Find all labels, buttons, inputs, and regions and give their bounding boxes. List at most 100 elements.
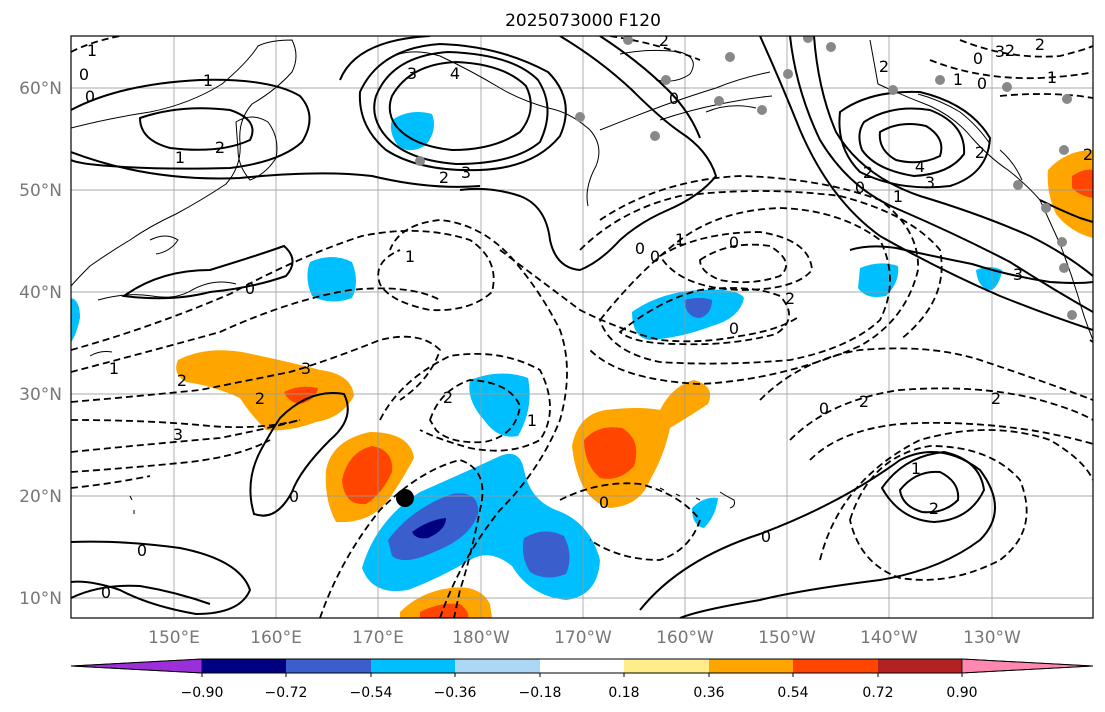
gridlines xyxy=(71,36,1093,618)
contour-label: 1 xyxy=(527,411,537,430)
contour-label: 4 xyxy=(915,157,925,176)
contour-label: 1 xyxy=(953,70,963,89)
lon-label: 150°W xyxy=(758,628,816,648)
station-dot xyxy=(1059,263,1069,273)
colorbar-tick-label: 0.90 xyxy=(946,685,977,701)
contour-label: 0 xyxy=(79,65,89,84)
station-dot xyxy=(725,52,735,62)
lon-label: 160°W xyxy=(656,628,714,648)
contour-label: 2 xyxy=(863,163,873,182)
station-dot xyxy=(826,42,836,52)
contour-label: 4 xyxy=(450,64,460,83)
contour-label: 0 xyxy=(669,89,679,108)
contour-label: 1 xyxy=(87,41,97,60)
contour-label: 2 xyxy=(785,289,795,308)
station-dot xyxy=(783,69,793,79)
lon-label: 170°W xyxy=(554,628,612,648)
contour-label: 3 xyxy=(995,42,1005,61)
contour-label: 2 xyxy=(879,57,889,76)
station-dot xyxy=(575,112,585,122)
contour-label: 1 xyxy=(911,459,921,478)
contour-label: 0 xyxy=(973,49,983,68)
contour-label: 0 xyxy=(635,239,645,258)
contour-labels: 1 0 0 1 2 1 2 3 4 3 2 0 1 2 3 4 3 2 2 1 … xyxy=(79,31,1093,602)
contour-label: 1 xyxy=(893,187,903,206)
contour-label: 0 xyxy=(855,178,865,197)
station-dot xyxy=(415,156,425,166)
colorbar: −0.90 −0.72 −0.54 −0.36 −0.18 0.18 0.36 … xyxy=(70,658,1094,701)
station-dot xyxy=(1002,82,1012,92)
contour-label: 0 xyxy=(761,527,771,546)
colorbar-segment xyxy=(709,659,793,673)
contour-label: 0 xyxy=(599,493,609,512)
contour-label: 0 xyxy=(729,319,739,338)
contour-label: 0 xyxy=(977,74,987,93)
contour-label: 0 xyxy=(101,583,111,602)
contour-label: 1 xyxy=(203,71,213,90)
lat-label: 40°N xyxy=(19,283,62,303)
contour-label: 0 xyxy=(85,87,95,106)
lon-label: 180°W xyxy=(452,628,510,648)
longitude-labels: 150°E 160°E 170°E 180°W 170°W 160°W 150°… xyxy=(148,628,1021,648)
station-markers xyxy=(415,36,1077,320)
contour-label: 0 xyxy=(137,541,147,560)
tropical-cyclone-position-marker xyxy=(396,489,414,507)
colorbar-segment xyxy=(878,659,962,673)
contour-label: 3 xyxy=(301,359,311,378)
station-dot xyxy=(803,36,813,43)
contour-label: 1 xyxy=(1047,68,1057,87)
contour-label: 2 xyxy=(859,392,869,411)
contour-label: 0 xyxy=(650,247,660,266)
lat-label: 30°N xyxy=(19,385,62,405)
colorbar-tick-label: 0.36 xyxy=(693,685,724,701)
station-dot xyxy=(661,75,671,85)
map-title: 2025073000 F120 xyxy=(505,11,661,31)
lon-label: 130°W xyxy=(963,628,1021,648)
contour-label: 1 xyxy=(175,148,185,167)
station-dot xyxy=(1059,145,1069,155)
colorbar-segment xyxy=(371,659,455,673)
contour-label: 2 xyxy=(1005,41,1015,60)
contour-label: 2 xyxy=(439,168,449,187)
colorbar-segment xyxy=(793,659,878,673)
colorbar-segment xyxy=(202,659,286,673)
shaded-anomaly-fields xyxy=(71,112,1093,618)
contour-label: 2 xyxy=(255,389,265,408)
negative-contours xyxy=(71,36,1093,618)
positive-contours xyxy=(71,36,1093,618)
contour-label: 2 xyxy=(929,499,939,518)
station-dot xyxy=(623,36,633,45)
latitude-labels: 60°N 50°N 40°N 30°N 20°N 10°N xyxy=(19,79,62,609)
contour-label: 3 xyxy=(1013,265,1023,284)
contour-label: 0 xyxy=(289,487,299,506)
lat-label: 50°N xyxy=(19,181,62,201)
contour-label: 0 xyxy=(729,233,739,252)
station-dot xyxy=(757,105,767,115)
lon-label: 140°W xyxy=(860,628,918,648)
station-dot xyxy=(1041,203,1051,213)
contour-label: 2 xyxy=(659,31,669,50)
colorbar-max-extension xyxy=(961,658,1094,674)
contour-label: 3 xyxy=(925,173,935,192)
contour-label: 2 xyxy=(975,143,985,162)
colorbar-segments xyxy=(70,658,1094,677)
station-dot xyxy=(1062,94,1072,104)
contour-label: 1 xyxy=(405,247,415,266)
colorbar-segment xyxy=(286,659,371,673)
contour-label: 1 xyxy=(109,359,119,378)
station-dot xyxy=(1013,180,1023,190)
lat-label: 60°N xyxy=(19,79,62,99)
map-plot-area: 1 0 0 1 2 1 2 3 4 3 2 0 1 2 3 4 3 2 2 1 … xyxy=(71,31,1093,618)
colorbar-tick-label: −0.72 xyxy=(265,685,308,701)
colorbar-tick-label: −0.54 xyxy=(350,685,393,701)
contour-label: 0 xyxy=(245,279,255,298)
colorbar-segment xyxy=(624,659,709,673)
map-frame xyxy=(70,35,1094,619)
colorbar-tick-label: 0.18 xyxy=(608,685,639,701)
contour-label: 1 xyxy=(675,230,685,249)
colorbar-tick-label: 0.54 xyxy=(777,685,808,701)
lat-label: 10°N xyxy=(19,589,62,609)
station-dot xyxy=(888,85,898,95)
lon-label: 170°E xyxy=(352,628,404,648)
station-dot xyxy=(935,75,945,85)
